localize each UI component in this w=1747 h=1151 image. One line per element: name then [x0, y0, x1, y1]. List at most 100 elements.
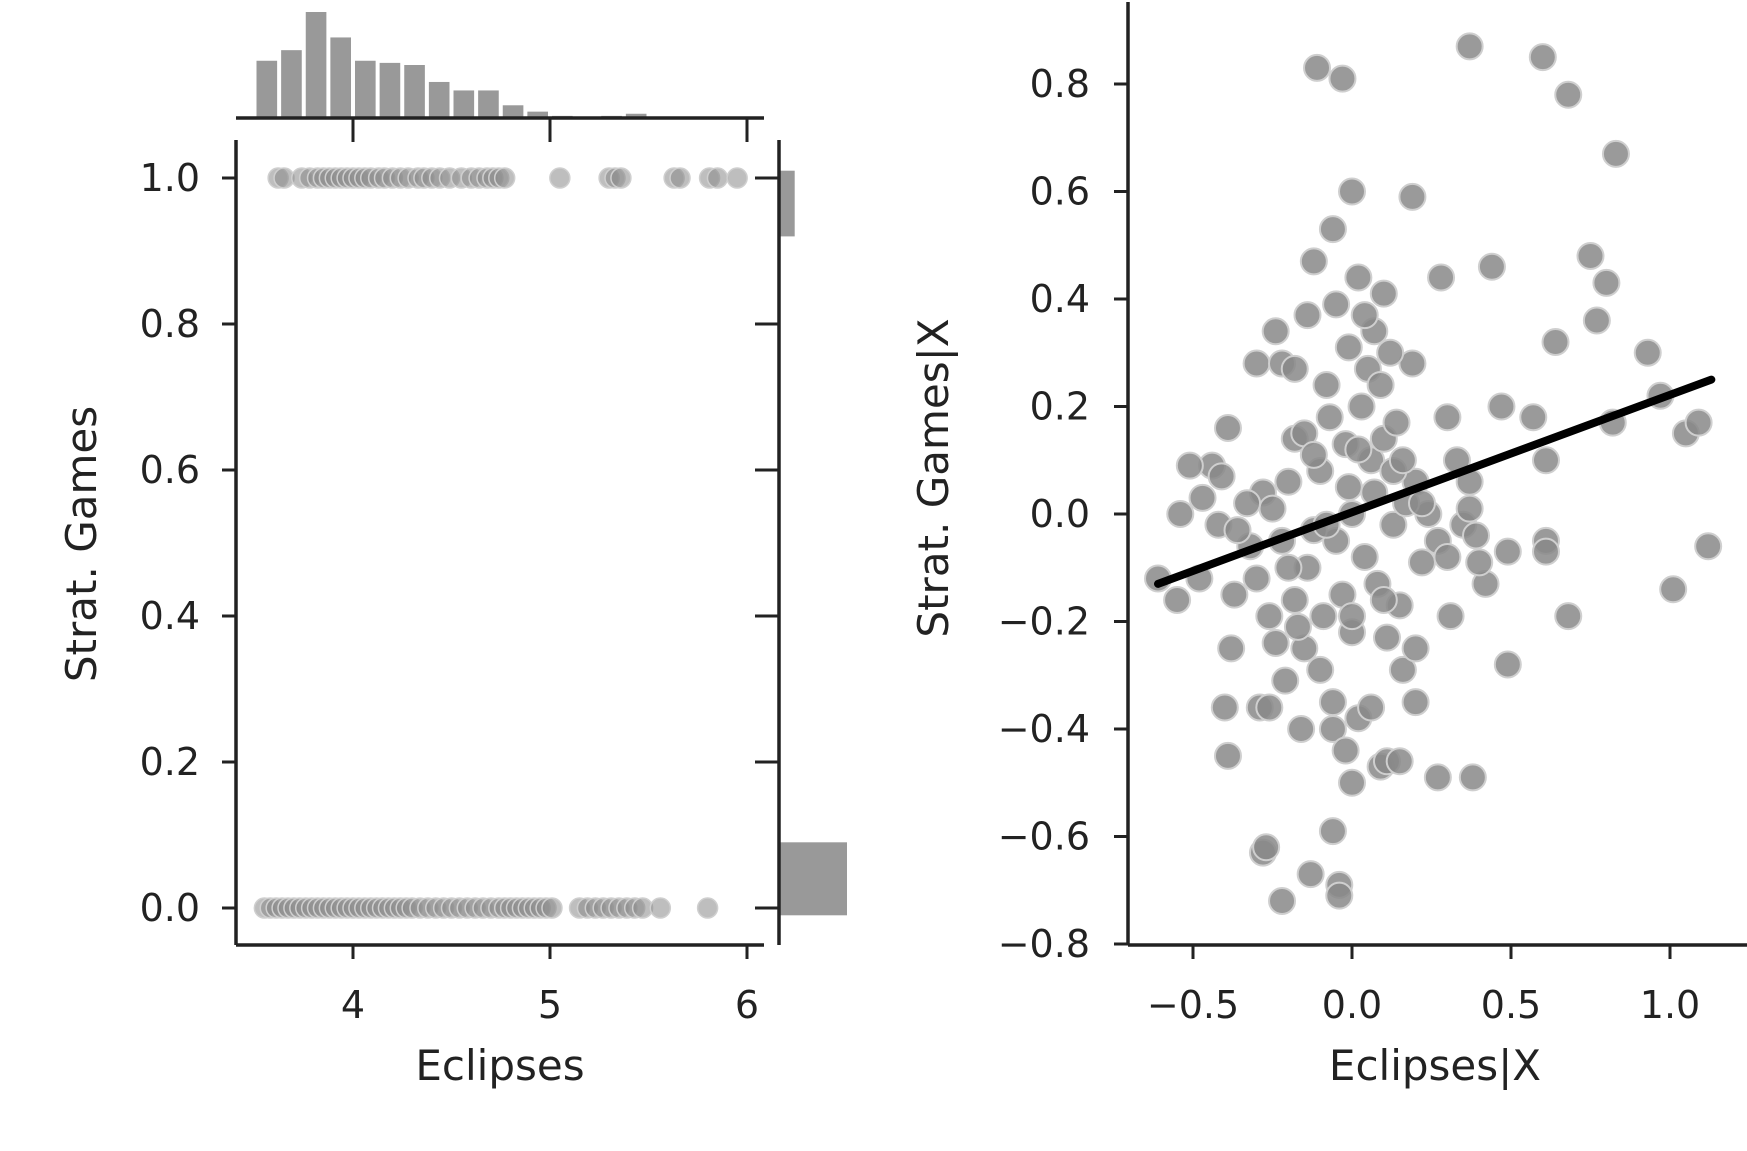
- y-tick-label: 1.0: [140, 156, 200, 200]
- scatter-point: [1296, 860, 1325, 889]
- histogram-bar: [404, 65, 425, 118]
- scatter-point: [1531, 537, 1560, 566]
- scatter-point: [1280, 586, 1309, 614]
- scatter-point: [1338, 768, 1366, 797]
- scatter-point: [1280, 354, 1309, 383]
- histogram-bar: [281, 50, 302, 118]
- scatter-point: [1350, 301, 1379, 330]
- scatter-point: [1477, 252, 1506, 281]
- scatter-points: [253, 167, 748, 919]
- scatter-point: [1268, 887, 1297, 915]
- scatter-point: [1379, 510, 1408, 539]
- scatter-point: [1388, 446, 1417, 475]
- scatter-point: [1331, 736, 1360, 765]
- scatter-point: [1601, 139, 1630, 168]
- scatter-point: [1465, 548, 1494, 577]
- scatter-point: [1318, 817, 1347, 846]
- scatter-point: [1274, 467, 1303, 496]
- histogram-bar: [428, 81, 450, 118]
- scatter-point: [1338, 602, 1366, 631]
- x-tick-label: 5: [538, 983, 562, 1027]
- scatter-point: [1376, 338, 1405, 367]
- y-tick-label: −0.2: [998, 600, 1090, 644]
- histogram-bar: [379, 62, 401, 118]
- x-axis-label: Eclipses: [415, 1041, 584, 1090]
- histogram-bar: [330, 37, 351, 118]
- scatter-point: [1344, 263, 1373, 292]
- scatter-point: [1462, 521, 1491, 550]
- histogram-bar: [527, 111, 548, 118]
- scatter-point: [1188, 483, 1217, 512]
- x-tick-label: 4: [341, 983, 365, 1027]
- scatter-point: [1554, 80, 1583, 109]
- y-tick-label: 0.8: [1030, 62, 1090, 106]
- scatter-point: [1350, 543, 1379, 571]
- y-tick-label: 0.0: [1030, 492, 1090, 536]
- scatter-point: [1398, 182, 1427, 211]
- scatter-point: [1223, 516, 1252, 545]
- histogram-bar: [502, 105, 524, 118]
- fit-line: [1154, 375, 1716, 588]
- scatter-point: [1433, 403, 1462, 432]
- scatter-point: [1401, 688, 1430, 717]
- histogram-bar: [625, 113, 647, 118]
- scatter-point: [706, 167, 729, 189]
- scatter-point: [1344, 435, 1373, 464]
- scatter-point: [1382, 408, 1411, 437]
- scatter-point: [1175, 451, 1204, 480]
- histogram-bar: [256, 60, 278, 118]
- histogram-bar: [355, 60, 376, 118]
- scatter-point: [1261, 629, 1290, 657]
- scatter-point: [1306, 655, 1335, 684]
- scatter-point: [1163, 586, 1192, 614]
- scatter-point: [1255, 693, 1284, 722]
- marginal-histogram-x: [236, 12, 764, 142]
- scatter-point: [1455, 32, 1484, 61]
- y-tick-label: 0.6: [140, 448, 200, 492]
- scatter-point: [1659, 575, 1688, 604]
- y-tick-label: 0.8: [140, 302, 200, 346]
- scatter-point: [1274, 553, 1303, 582]
- y-tick-label: 0.2: [1030, 385, 1090, 429]
- scatter-point: [1541, 328, 1570, 356]
- right-partial-regression-plot: −0.5 0.0 0.5 1.0 −0.8 −0.6 −0.4 −0.2 0.0 0.2 0.4 0.…: [909, 2, 1747, 1090]
- x-tick-label: 6: [735, 983, 759, 1027]
- axes: 4 5 6 0.0 0.2 0.4 0.6 0.8 1.0: [140, 140, 764, 1027]
- scatter-point: [1213, 741, 1242, 770]
- scatter-point: [1407, 548, 1436, 577]
- scatter-point: [1261, 317, 1290, 346]
- scatter-point: [541, 897, 563, 919]
- scatter-point: [1401, 634, 1430, 663]
- axes: −0.5 0.0 0.5 1.0 −0.8 −0.6 −0.4 −0.2 0.0 0.2 0.4 0.…: [998, 2, 1747, 1027]
- scatter-point: [1242, 564, 1271, 593]
- scatter-point: [1423, 763, 1452, 792]
- y-tick-label: 0.4: [140, 594, 200, 638]
- scatter-point: [1582, 306, 1611, 335]
- y-axis-label: Strat. Games: [57, 406, 106, 682]
- scatter-point: [1325, 881, 1354, 910]
- x-tick-label: 0.5: [1481, 983, 1541, 1027]
- scatter-point: [1318, 688, 1347, 717]
- y-tick-label: −0.6: [998, 815, 1090, 859]
- scatter-point: [1338, 177, 1366, 206]
- scatter-point: [1166, 500, 1195, 528]
- scatter-point: [1487, 392, 1516, 421]
- x-tick-label: −0.5: [1147, 983, 1239, 1027]
- scatter-point: [1233, 489, 1262, 518]
- scatter-point: [1347, 392, 1376, 421]
- scatter-point: [1427, 263, 1456, 292]
- scatter-point: [1455, 494, 1484, 523]
- scatter-point: [1407, 489, 1436, 518]
- scatter-point: [1207, 462, 1236, 491]
- regression-line: [1154, 375, 1716, 588]
- scatter-point: [549, 167, 571, 189]
- scatter-point: [1592, 268, 1621, 297]
- scatter-point: [1372, 623, 1401, 652]
- scatter-point: [1357, 693, 1386, 722]
- scatter-point: [610, 167, 632, 189]
- histogram-bar: [305, 12, 327, 118]
- scatter-point: [1334, 473, 1363, 502]
- y-tick-label: 0.4: [1030, 277, 1090, 321]
- scatter-point: [1322, 290, 1351, 319]
